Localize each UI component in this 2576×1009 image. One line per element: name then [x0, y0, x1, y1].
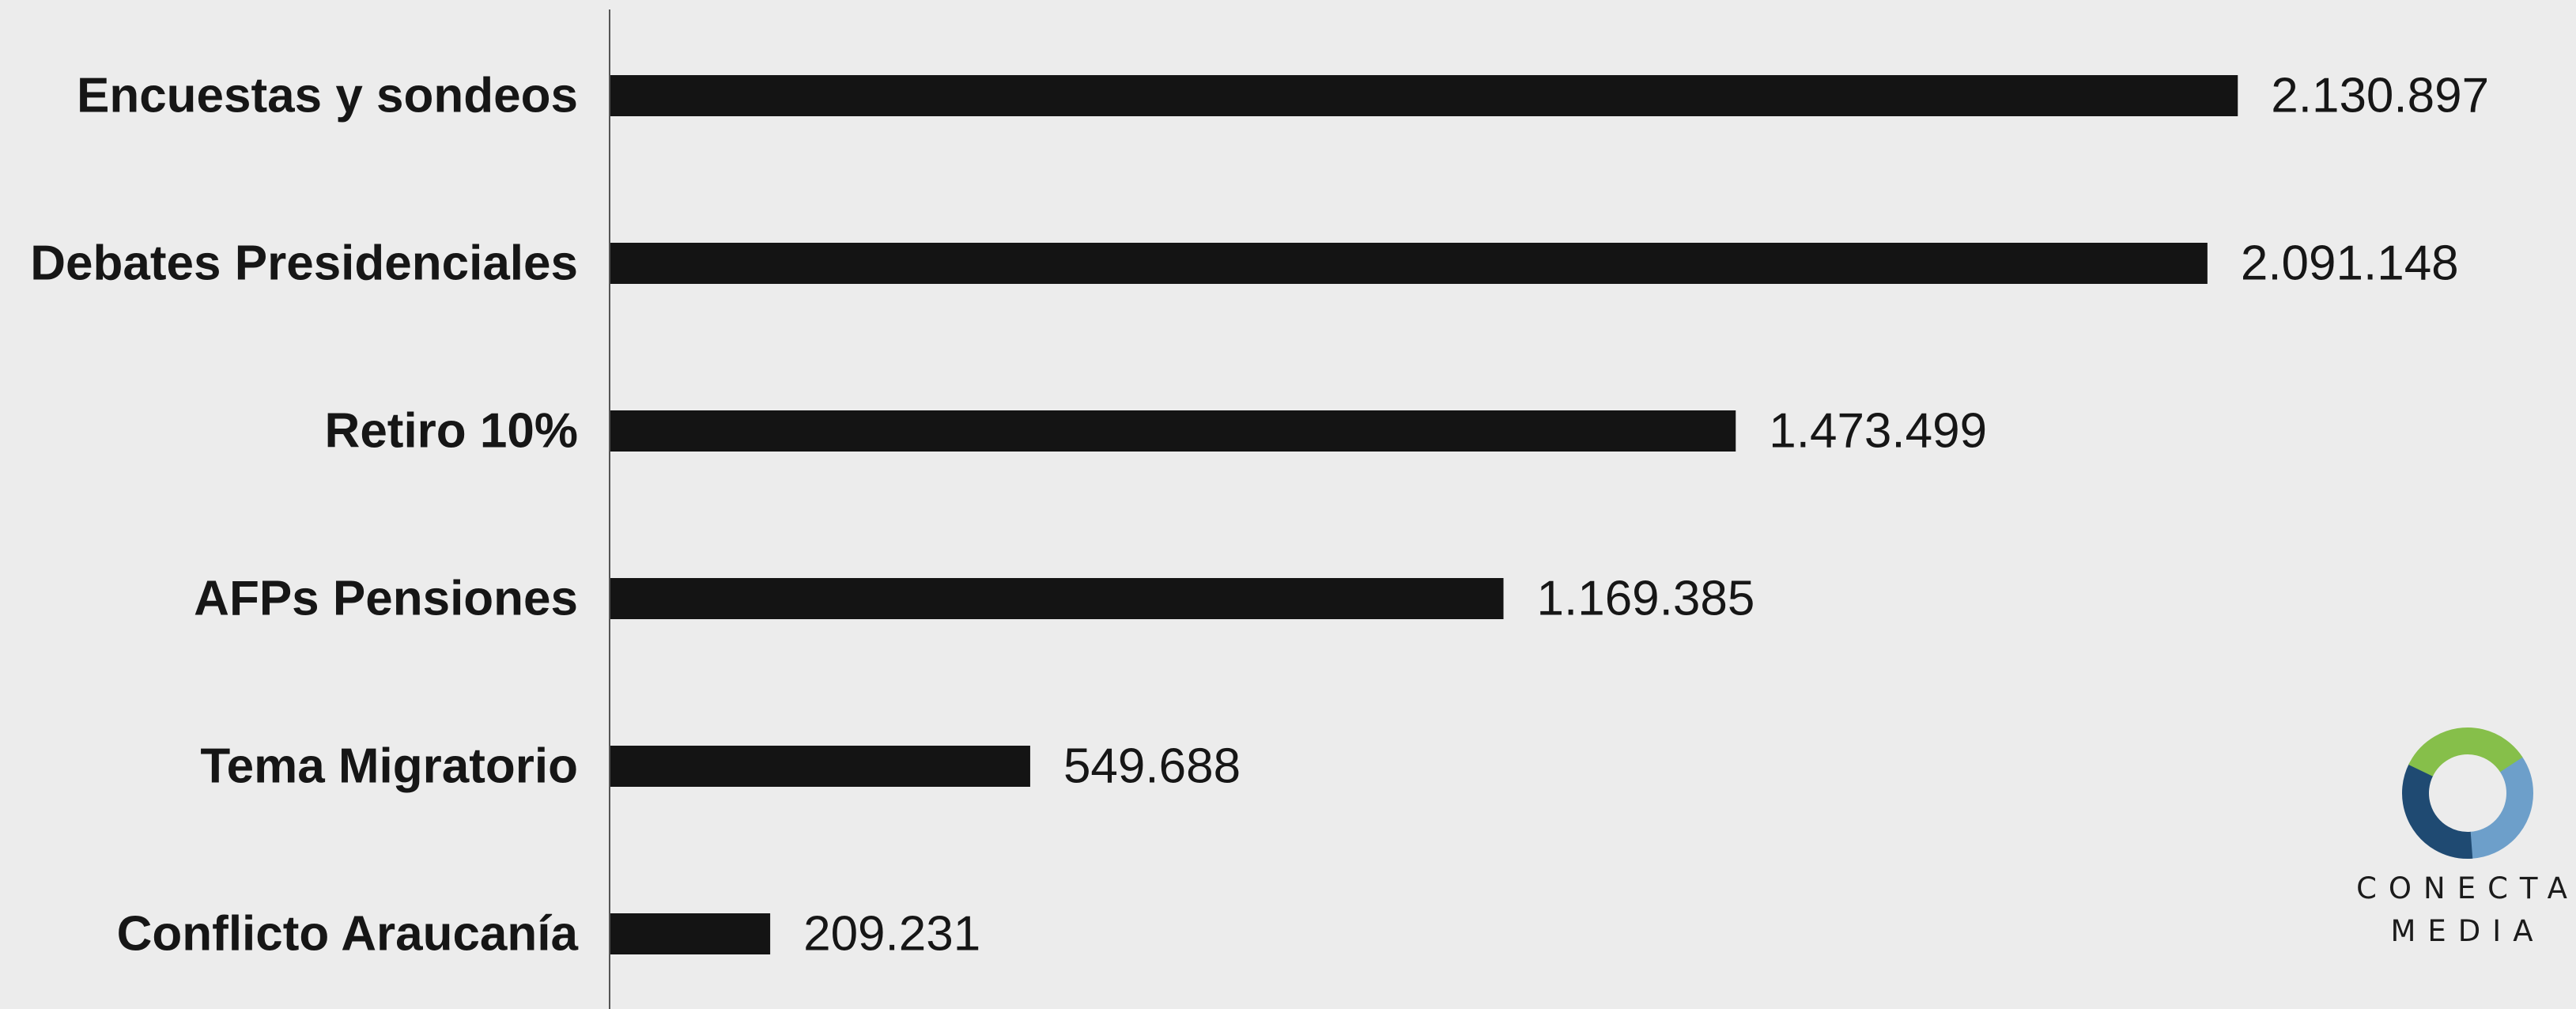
- category-labels-group: Encuestas y sondeos Debates Presidenciale…: [30, 69, 578, 962]
- conecta-media-logo: CONECTA MEDIA: [2356, 727, 2576, 948]
- value-label: 1.473.499: [1769, 404, 1987, 459]
- logo-text-line2: MEDIA: [2390, 914, 2544, 948]
- bar-1: [610, 75, 2238, 116]
- bar-5: [610, 746, 1030, 787]
- value-label: 2.130.897: [2271, 69, 2489, 123]
- bar-4: [610, 578, 1504, 619]
- bar-2: [610, 243, 2208, 284]
- value-label: 1.169.385: [1537, 572, 1755, 626]
- logo-ring-dark-blue: [2402, 727, 2533, 859]
- category-label: Conflicto Araucanía: [117, 907, 579, 962]
- bar-6: [610, 913, 771, 954]
- value-labels-group: 2.130.897 2.091.148 1.473.499 1.169.385 549.…: [803, 69, 2489, 962]
- value-label: 209.231: [803, 907, 980, 962]
- bars-group: [610, 75, 2238, 954]
- category-label: Tema Migratorio: [200, 739, 578, 794]
- value-label: 549.688: [1063, 739, 1241, 794]
- category-label: AFPs Pensiones: [194, 572, 578, 626]
- logo-ring-green: [2402, 727, 2533, 859]
- category-label: Encuestas y sondeos: [77, 69, 578, 123]
- category-label: Retiro 10%: [325, 404, 578, 459]
- logo-ring-light-blue: [2402, 727, 2533, 859]
- logo-text-line1: CONECTA: [2356, 871, 2576, 905]
- category-label: Debates Presidenciales: [30, 236, 578, 291]
- value-label: 2.091.148: [2241, 236, 2459, 291]
- bar-3: [610, 410, 1736, 452]
